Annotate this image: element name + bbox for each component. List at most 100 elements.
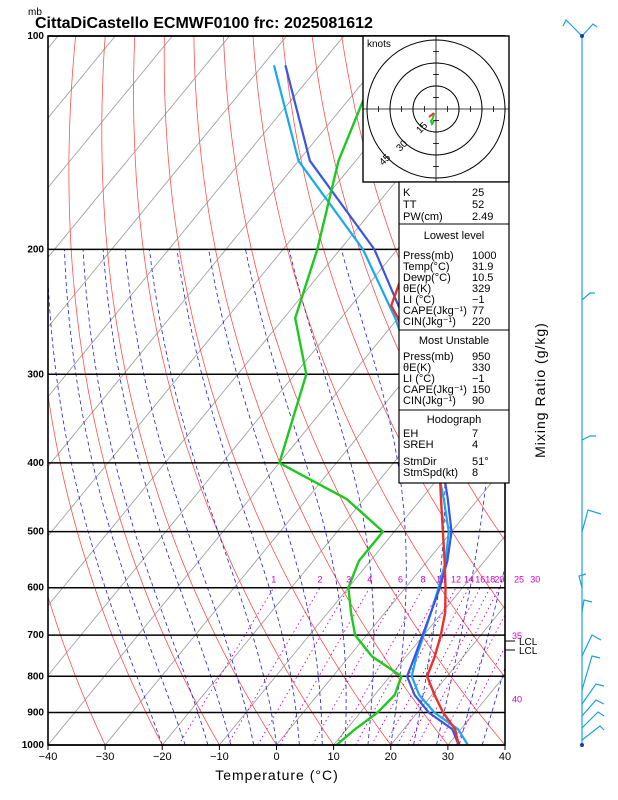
wind-barb bbox=[581, 509, 602, 533]
index-value: 10.5 bbox=[472, 272, 493, 284]
dry-adiabat bbox=[163, 36, 392, 745]
y-tick-label: 1000 bbox=[22, 740, 45, 751]
wind-dot bbox=[580, 34, 584, 38]
mixing-ratio-line bbox=[227, 587, 321, 745]
isotherm-line bbox=[48, 36, 230, 259]
index-value: 51° bbox=[472, 456, 489, 468]
x-tick-label: 10 bbox=[327, 751, 339, 763]
index-label: TT bbox=[403, 199, 417, 211]
index-value: 77 bbox=[472, 305, 484, 317]
moist-adiabat bbox=[288, 249, 375, 745]
moist-adiabat bbox=[504, 743, 505, 745]
moist-adiabat bbox=[176, 249, 300, 745]
hodograph: knots 15 30 45 bbox=[362, 35, 510, 183]
wind-barb bbox=[578, 573, 587, 589]
index-value: 950 bbox=[472, 351, 490, 363]
index-value: 8 bbox=[472, 467, 478, 479]
index-label: Temp(°C) bbox=[403, 261, 450, 273]
index-value: 4 bbox=[472, 439, 478, 451]
index-label: Dewp(°C) bbox=[403, 272, 451, 284]
temperature-profile bbox=[390, 73, 505, 745]
y-tick-label: 100 bbox=[27, 31, 44, 42]
index-label: CAPE(Jkg⁻¹) bbox=[403, 384, 467, 396]
mixing-ratio-label: 20 bbox=[494, 575, 504, 585]
x-axis-label: Temperature (°C) bbox=[215, 767, 339, 783]
x-tick-label: 30 bbox=[442, 751, 454, 763]
dry-adiabat bbox=[252, 36, 505, 678]
isotherm-line bbox=[48, 36, 287, 328]
index-value: 52 bbox=[472, 199, 484, 211]
isotherm-line bbox=[219, 395, 505, 745]
mixing-ratio-label: 6 bbox=[398, 575, 403, 585]
index-label: EH bbox=[403, 428, 418, 440]
moist-adiabat bbox=[341, 249, 407, 745]
wind-barb bbox=[581, 711, 605, 729]
index-label: SREH bbox=[403, 439, 434, 451]
dry-adiabat bbox=[608, 36, 618, 745]
dry-adiabat bbox=[549, 36, 618, 745]
index-label: StmDir bbox=[403, 456, 437, 468]
x-tick-label: 0 bbox=[273, 751, 279, 763]
lcl-label: LCL bbox=[519, 646, 538, 657]
index-label: CIN(Jkg⁻¹) bbox=[403, 395, 456, 407]
lcl-markers: LCL LCL bbox=[505, 637, 538, 657]
index-label: Press(mb) bbox=[403, 351, 454, 363]
index-label: PW(cm) bbox=[403, 211, 443, 223]
wind-barb bbox=[581, 634, 602, 657]
y-tick-label: 300 bbox=[27, 369, 44, 380]
index-label: StmSpd(kt) bbox=[403, 467, 458, 479]
index-value: 7 bbox=[472, 428, 478, 440]
section-header: Lowest level bbox=[424, 230, 485, 242]
wind-barb bbox=[581, 699, 605, 717]
moist-adiabat bbox=[102, 249, 232, 745]
moist-adiabat bbox=[481, 666, 505, 745]
isotherm-line bbox=[48, 36, 173, 189]
mixing-ratio-line bbox=[257, 587, 350, 745]
wind-dot bbox=[580, 743, 584, 747]
mixing-ratio-label: 4 bbox=[367, 575, 372, 585]
x-tick-label: 40 bbox=[499, 751, 511, 763]
y-tick-label: 900 bbox=[27, 708, 44, 719]
x-tick-label: −10 bbox=[210, 751, 229, 763]
mixing-ratio-label: 18 bbox=[485, 575, 495, 585]
x-tick-label: −30 bbox=[96, 751, 115, 763]
index-value: 329 bbox=[472, 283, 490, 295]
wind-barb bbox=[562, 18, 583, 37]
mixing-ratio-label: 35 bbox=[512, 631, 522, 641]
wind-barb bbox=[581, 292, 595, 301]
index-value: 150 bbox=[472, 384, 490, 396]
y-tick-label: 800 bbox=[27, 671, 44, 682]
y-tick-label: 200 bbox=[27, 244, 44, 255]
mixing-ratio-label: 2 bbox=[317, 575, 322, 585]
moist-adiabat bbox=[208, 249, 323, 745]
y-tick-label: 700 bbox=[27, 630, 44, 641]
index-label: K bbox=[403, 187, 411, 199]
pressure-unit-label: mb bbox=[28, 7, 42, 18]
index-value: 2.49 bbox=[472, 211, 493, 223]
index-value: 1000 bbox=[472, 250, 496, 262]
mixing-ratio-label: 40 bbox=[512, 695, 522, 705]
moist-adiabat bbox=[48, 271, 163, 745]
dry-adiabat bbox=[48, 392, 163, 745]
mixing-ratio-label: 1 bbox=[271, 575, 276, 585]
mixing-ratio-label: 8 bbox=[420, 575, 425, 585]
mixing-ratio-line bbox=[279, 587, 371, 745]
index-label: Press(mb) bbox=[403, 250, 454, 262]
x-tick-label: −20 bbox=[153, 751, 172, 763]
hodograph-trace bbox=[428, 112, 435, 118]
isotherm-line bbox=[390, 604, 505, 745]
index-label: θE(K) bbox=[403, 362, 431, 374]
x-tick-label: 20 bbox=[385, 751, 397, 763]
moist-adiabat bbox=[124, 249, 255, 745]
lcl-label: LCL bbox=[519, 637, 538, 648]
mixing-ratio-label: 30 bbox=[530, 575, 540, 585]
index-value: 25 bbox=[472, 187, 484, 199]
index-value: −1 bbox=[472, 294, 485, 306]
mixing-ratio-label: 10 bbox=[436, 575, 446, 585]
dry-adiabat bbox=[101, 36, 277, 745]
isotherm-line bbox=[48, 36, 402, 468]
wind-profile bbox=[562, 18, 605, 747]
isotherm-line bbox=[48, 36, 459, 537]
